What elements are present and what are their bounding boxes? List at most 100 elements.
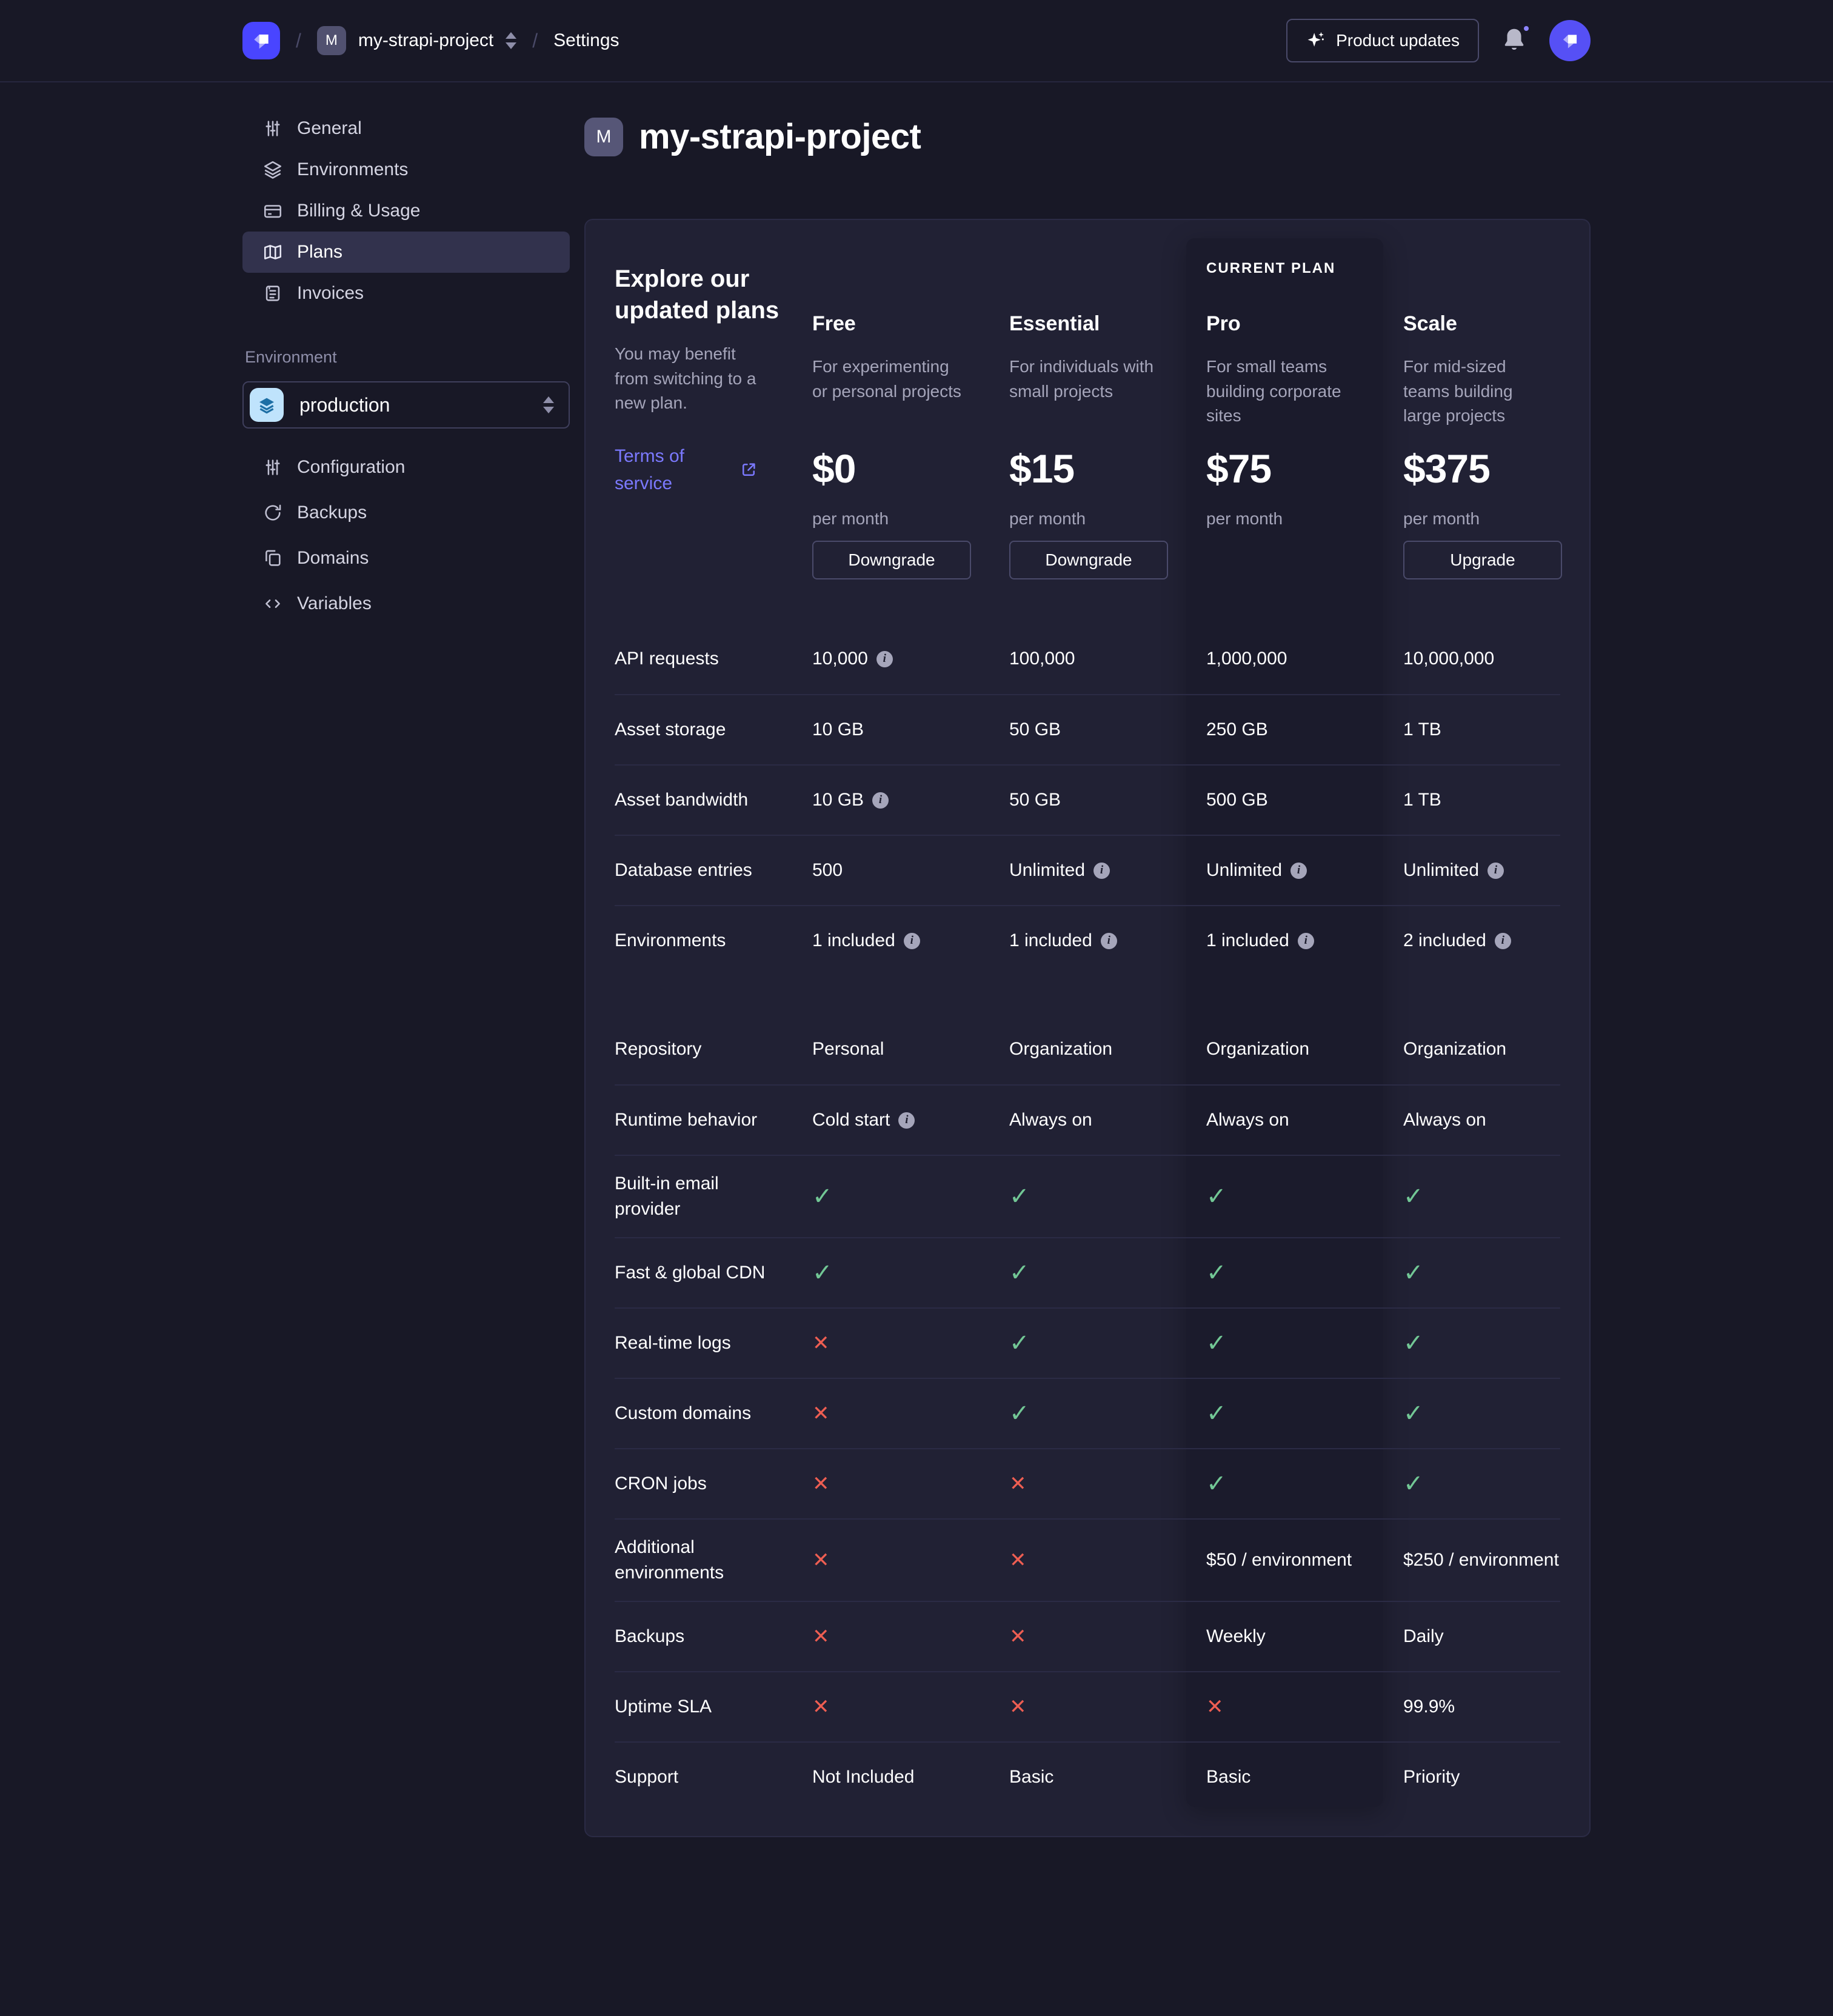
info-icon[interactable]: i bbox=[898, 1112, 915, 1129]
cross-icon: ✕ bbox=[812, 1402, 830, 1425]
plans-header: Explore our updated plans You may benefi… bbox=[615, 220, 1562, 624]
strapi-logo-icon[interactable] bbox=[242, 22, 280, 59]
plan-desc: For small teams building corporate sites bbox=[1206, 357, 1341, 426]
feature-value-text: 10,000,000 bbox=[1403, 649, 1495, 669]
sidebar-item-label: Plans bbox=[297, 242, 343, 262]
product-updates-button[interactable]: Product updates bbox=[1286, 19, 1479, 62]
check-icon: ✓ bbox=[1009, 1400, 1030, 1427]
project-badge: M bbox=[316, 26, 346, 55]
feature-value-text: Always on bbox=[1009, 1110, 1092, 1130]
info-icon[interactable]: i bbox=[876, 650, 893, 667]
sidebar-item-label: Invoices bbox=[297, 283, 364, 303]
feature-value-text: 500 GB bbox=[1206, 790, 1268, 810]
terms-of-service-link[interactable]: Terms of service bbox=[615, 442, 792, 497]
feature-label: Runtime behavior bbox=[615, 1110, 758, 1130]
feature-value-text: Organization bbox=[1206, 1039, 1310, 1059]
table-row: Fast & global CDN ✓ ✓ ✓ ✓ bbox=[615, 1237, 1560, 1307]
notifications-button[interactable] bbox=[1501, 24, 1531, 55]
downgrade-button-free[interactable]: Downgrade bbox=[812, 541, 971, 579]
feature-label: CRON jobs bbox=[615, 1474, 707, 1494]
project-badge-large: M bbox=[584, 117, 623, 156]
layers-blue-icon bbox=[250, 388, 284, 422]
environment-section-label: Environment bbox=[245, 348, 337, 366]
plan-name-free: Free bbox=[812, 312, 856, 335]
feature-value: $250 / environment bbox=[1383, 1550, 1560, 1570]
feature-value: ✕ bbox=[792, 1474, 989, 1494]
feature-value: Weekly bbox=[1186, 1626, 1383, 1647]
cross-icon: ✕ bbox=[812, 1625, 830, 1648]
feature-value: 50 GB bbox=[989, 719, 1186, 740]
downgrade-button-essential[interactable]: Downgrade bbox=[1009, 541, 1168, 579]
external-link-icon bbox=[743, 463, 755, 476]
check-icon: ✓ bbox=[1206, 1400, 1227, 1427]
table-row: CRON jobs ✕ ✕ ✓ ✓ bbox=[615, 1448, 1560, 1518]
feature-value: ✓ bbox=[1186, 1184, 1383, 1209]
info-icon[interactable]: i bbox=[1487, 862, 1504, 879]
info-icon[interactable]: i bbox=[1093, 862, 1110, 879]
info-icon[interactable]: i bbox=[1290, 862, 1307, 879]
plan-period: per month bbox=[1206, 509, 1283, 528]
plans-card: Explore our updated plans You may benefi… bbox=[584, 219, 1591, 1837]
sidebar-item-backups[interactable]: Backups bbox=[242, 490, 570, 535]
info-icon[interactable]: i bbox=[903, 932, 920, 949]
feature-value: ✓ bbox=[1383, 1261, 1560, 1285]
sidebar-item-general[interactable]: General bbox=[242, 108, 570, 149]
page-header: M my-strapi-project bbox=[584, 116, 1591, 157]
sidebar-item-invoices[interactable]: Invoices bbox=[242, 273, 570, 314]
feature-label: Backups bbox=[615, 1626, 685, 1646]
sidebar-item-domains[interactable]: Domains bbox=[242, 535, 570, 581]
plan-desc: For mid-sized teams building large proje… bbox=[1403, 357, 1513, 426]
info-icon[interactable]: i bbox=[1100, 932, 1117, 949]
upgrade-button-scale[interactable]: Upgrade bbox=[1403, 541, 1562, 579]
plan-price: $75 bbox=[1206, 446, 1272, 491]
feature-value: ✕ bbox=[792, 1333, 989, 1353]
feature-value-text: 500 bbox=[812, 860, 843, 880]
sidebar-item-variables[interactable]: Variables bbox=[242, 581, 570, 626]
info-icon[interactable]: i bbox=[1494, 932, 1511, 949]
sidebar-item-plans[interactable]: Plans bbox=[242, 232, 570, 273]
feature-value-text: Weekly bbox=[1206, 1626, 1266, 1646]
feature-value: ✓ bbox=[792, 1184, 989, 1209]
feature-value-text: 1 included bbox=[1206, 930, 1289, 950]
feature-value: 2 included i bbox=[1383, 930, 1560, 951]
sidebar-item-billing[interactable]: Billing & Usage bbox=[242, 190, 570, 232]
feature-value-text: 50 GB bbox=[1009, 790, 1061, 810]
avatar-strapi-icon bbox=[1563, 35, 1577, 48]
cross-icon: ✕ bbox=[1009, 1472, 1027, 1495]
notification-dot bbox=[1521, 24, 1531, 33]
plan-desc: For experimenting or personal projects bbox=[812, 357, 961, 401]
feature-value-text: Personal bbox=[812, 1039, 884, 1059]
feature-value: ✕ bbox=[989, 1626, 1186, 1647]
feature-value: ✕ bbox=[1186, 1697, 1383, 1717]
feature-value-text: 1 included bbox=[1009, 930, 1092, 950]
feature-value-text: Not Included bbox=[812, 1767, 915, 1787]
table-row: Custom domains ✕ ✓ ✓ ✓ bbox=[615, 1378, 1560, 1448]
plan-price: $15 bbox=[1009, 446, 1075, 491]
breadcrumb-separator: / bbox=[296, 29, 301, 52]
check-icon: ✓ bbox=[1009, 1260, 1030, 1286]
cross-icon: ✕ bbox=[812, 1332, 830, 1355]
info-icon[interactable]: i bbox=[1297, 932, 1314, 949]
feature-label: Additional environments bbox=[615, 1537, 724, 1583]
project-switcher[interactable]: M my-strapi-project bbox=[316, 26, 517, 55]
sidebar-item-label: Billing & Usage bbox=[297, 201, 421, 221]
table-row: Asset storage 10 GB 50 GB 250 GB 1 TB bbox=[615, 694, 1560, 764]
feature-value: 10 GB bbox=[792, 719, 989, 740]
feature-value-text: Basic bbox=[1206, 1767, 1251, 1787]
chevron-updown-icon bbox=[543, 396, 554, 413]
feature-value-text: Always on bbox=[1206, 1110, 1289, 1130]
feature-value: 50 GB bbox=[989, 790, 1186, 810]
feature-value-text: 2 included bbox=[1403, 930, 1486, 950]
layers-icon bbox=[262, 159, 284, 181]
feature-value: Organization bbox=[1383, 1039, 1560, 1060]
info-icon[interactable]: i bbox=[872, 792, 889, 809]
breadcrumb-project-name: my-strapi-project bbox=[358, 30, 494, 50]
check-icon: ✓ bbox=[1403, 1260, 1424, 1286]
feature-value: Not Included bbox=[792, 1767, 989, 1787]
check-icon: ✓ bbox=[1206, 1330, 1227, 1357]
environment-select[interactable]: production bbox=[242, 381, 570, 429]
avatar[interactable] bbox=[1549, 20, 1591, 61]
sidebar-item-configuration[interactable]: Configuration bbox=[242, 444, 570, 490]
sidebar-item-environments[interactable]: Environments bbox=[242, 149, 570, 190]
feature-value-text: Basic bbox=[1009, 1767, 1054, 1787]
